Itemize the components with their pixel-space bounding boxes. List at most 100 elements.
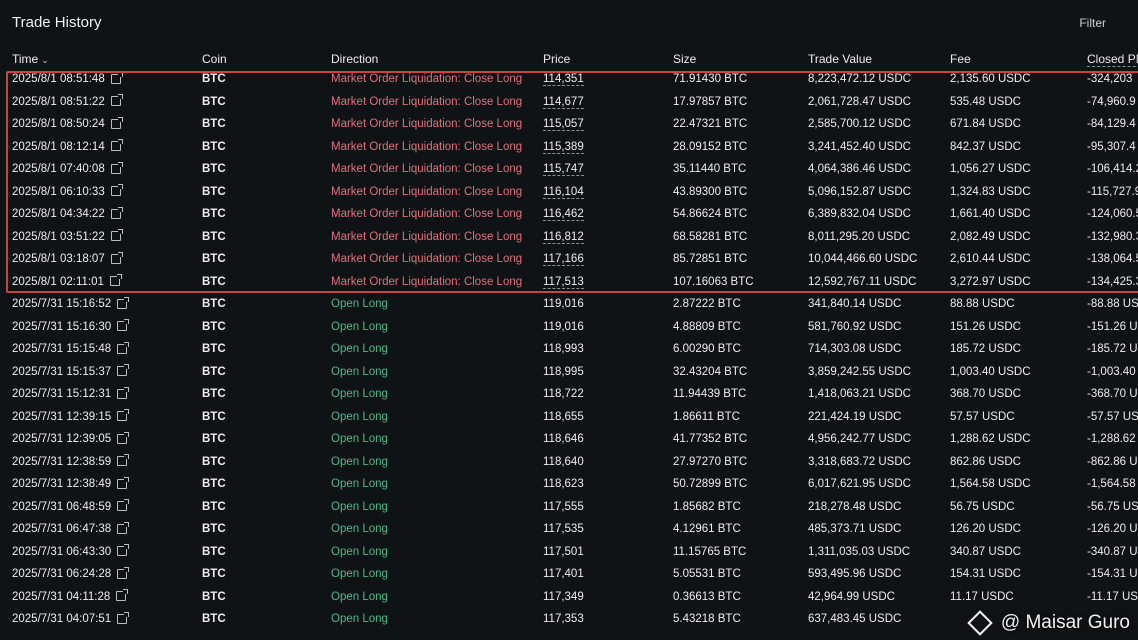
- price-cell[interactable]: 115,389: [543, 140, 584, 154]
- external-link-icon[interactable]: [110, 94, 123, 107]
- trade-value-cell: 4,064,386.46 USDC: [808, 163, 911, 175]
- price-cell: 117,555: [543, 500, 584, 513]
- external-link-icon[interactable]: [117, 454, 130, 467]
- trade-value-cell: 12,592,767.11 USDC: [808, 275, 917, 288]
- column-header-closed-pnl: Closed PNL: [1087, 52, 1138, 67]
- external-link-icon[interactable]: [110, 116, 123, 129]
- external-link-icon[interactable]: [117, 364, 130, 377]
- external-link-icon[interactable]: [117, 319, 130, 332]
- closed-pnl-cell: -324,203: [1087, 73, 1133, 85]
- table-row: 2025/7/31 04:07:51 BTC Open Long 117,353 5.4…: [0, 609, 1138, 632]
- closed-pnl-cell: -340.87 USDC: [1087, 545, 1138, 558]
- trade-value-cell: 485,373.71 USDC: [808, 523, 902, 535]
- fee-cell: 1,661.40 USDC: [950, 208, 1031, 220]
- external-link-icon[interactable]: [117, 409, 130, 422]
- size-cell: 11.15765 BTC: [673, 545, 747, 558]
- external-link-icon[interactable]: [109, 274, 122, 287]
- external-link-icon[interactable]: [110, 229, 123, 242]
- external-link-icon[interactable]: [117, 611, 130, 624]
- price-cell: 117,353: [543, 613, 584, 625]
- time-cell: 2025/8/1 08:51:48: [12, 71, 123, 85]
- coin-cell: BTC: [202, 410, 226, 423]
- trade-value-cell: 6,389,832.04 USDC: [808, 208, 911, 220]
- size-cell: 85.72851 BTC: [673, 253, 748, 265]
- external-link-icon[interactable]: [110, 251, 123, 264]
- external-link-icon[interactable]: [116, 589, 129, 602]
- external-link-icon[interactable]: [117, 544, 130, 557]
- external-link-icon[interactable]: [117, 476, 130, 489]
- direction-cell: Open Long: [331, 388, 388, 400]
- fee-cell: 1,056.27 USDC: [950, 163, 1031, 175]
- closed-pnl-cell: -57.57 USDC: [1087, 410, 1138, 423]
- external-link-icon[interactable]: [117, 431, 130, 444]
- coin-cell: BTC: [202, 163, 226, 175]
- fee-cell: 126.20 USDC: [950, 523, 1021, 535]
- external-link-icon[interactable]: [110, 139, 123, 152]
- time-cell: 2025/7/31 04:07:51: [12, 611, 130, 625]
- table-row: 2025/8/1 08:51:22 BTC Market Order Liquida…: [0, 92, 1138, 115]
- coin-cell: BTC: [202, 613, 226, 625]
- price-cell[interactable]: 117,166: [543, 253, 584, 266]
- price-cell: 119,016: [543, 320, 584, 333]
- coin-cell: BTC: [202, 545, 226, 558]
- coin-cell: BTC: [202, 118, 226, 130]
- filter-button[interactable]: Filter: [1079, 16, 1106, 30]
- time-cell: 2025/8/1 06:10:33: [12, 184, 123, 198]
- size-cell: 4.12961 BTC: [673, 523, 741, 535]
- price-cell: 118,646: [543, 433, 584, 445]
- price-cell[interactable]: 116,812: [543, 230, 584, 244]
- external-link-icon[interactable]: [110, 184, 123, 197]
- trade-value-cell: 2,061,728.47 USDC: [808, 95, 911, 108]
- fee-cell: 151.26 USDC: [950, 320, 1021, 333]
- price-cell[interactable]: 117,513: [543, 275, 584, 289]
- price-cell[interactable]: 114,351: [543, 73, 584, 86]
- external-link-icon[interactable]: [117, 499, 130, 512]
- fee-cell: 1,003.40 USDC: [950, 365, 1031, 378]
- size-cell: 35.11440 BTC: [673, 163, 747, 175]
- direction-cell: Market Order Liquidation: Close Long: [331, 208, 523, 220]
- external-link-icon[interactable]: [110, 161, 123, 174]
- chevron-down-icon: ⌄: [41, 55, 49, 65]
- table-row: 2025/8/1 03:51:22 BTC Market Order Liquida…: [0, 227, 1138, 250]
- table-header: Time ⌄ Coin Direction Price Size Trade Va…: [0, 49, 1138, 69]
- external-link-icon[interactable]: [117, 386, 130, 399]
- coin-cell: BTC: [202, 433, 226, 445]
- trade-value-cell: 714,303.08 USDC: [808, 343, 902, 355]
- direction-cell: Open Long: [331, 478, 388, 490]
- external-link-icon[interactable]: [117, 566, 130, 579]
- table-row: 2025/7/31 15:15:48 BTC Open Long 118,993 6.0…: [0, 339, 1138, 362]
- closed-pnl-cell: -1,288.62 USDC: [1087, 433, 1138, 445]
- size-cell: 1.86611 BTC: [673, 410, 740, 423]
- direction-cell: Open Long: [331, 590, 388, 603]
- time-cell: 2025/8/1 02:11:01: [12, 274, 122, 288]
- closed-pnl-cell: -11.17 USDC: [1087, 590, 1138, 603]
- fee-cell: 1,564.58 USDC: [950, 478, 1031, 490]
- price-cell[interactable]: 116,104: [543, 185, 584, 199]
- price-cell: 118,655: [543, 410, 584, 423]
- direction-cell: Market Order Liquidation: Close Long: [331, 140, 523, 153]
- size-cell: 17.97857 BTC: [673, 95, 748, 108]
- watermark: @ Maisar Guro: [967, 610, 1130, 636]
- price-cell[interactable]: 115,057: [543, 118, 584, 131]
- price-cell: 117,501: [543, 545, 584, 558]
- price-cell[interactable]: 114,677: [543, 95, 584, 109]
- time-cell: 2025/8/1 08:12:14: [12, 139, 123, 153]
- time-cell: 2025/7/31 15:16:30: [12, 319, 130, 333]
- closed-pnl-cell: -115,727.9: [1087, 185, 1138, 198]
- column-header-time[interactable]: Time ⌄: [12, 52, 49, 66]
- size-cell: 5.05531 BTC: [673, 568, 741, 580]
- external-link-icon[interactable]: [117, 341, 130, 354]
- time-cell: 2025/8/1 03:18:07: [12, 251, 123, 265]
- direction-cell: Open Long: [331, 568, 388, 580]
- price-cell[interactable]: 115,747: [543, 163, 584, 176]
- time-cell: 2025/7/31 12:38:59: [12, 454, 130, 468]
- external-link-icon[interactable]: [117, 296, 130, 309]
- price-cell[interactable]: 116,462: [543, 208, 584, 221]
- time-cell: 2025/7/31 15:15:48: [12, 341, 130, 355]
- external-link-icon[interactable]: [110, 71, 123, 84]
- size-cell: 2.87222 BTC: [673, 298, 741, 310]
- table-row: 2025/7/31 06:43:30 BTC Open Long 117,501 11.…: [0, 542, 1138, 565]
- direction-cell: Market Order Liquidation: Close Long: [331, 275, 523, 288]
- external-link-icon[interactable]: [110, 206, 123, 219]
- external-link-icon[interactable]: [117, 521, 130, 534]
